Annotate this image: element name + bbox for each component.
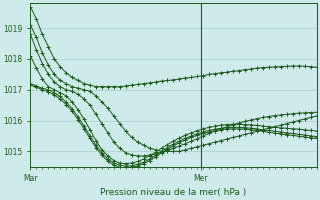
X-axis label: Pression niveau de la mer( hPa ): Pression niveau de la mer( hPa ) <box>100 188 247 197</box>
